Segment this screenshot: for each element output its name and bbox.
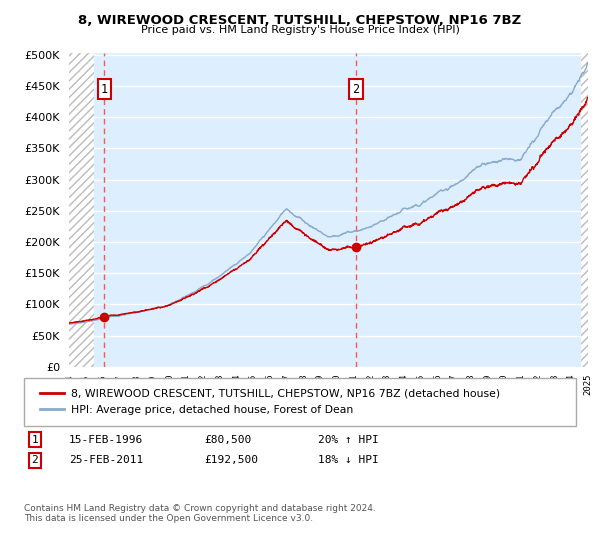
FancyBboxPatch shape — [24, 378, 576, 426]
Text: 1: 1 — [31, 435, 38, 445]
Text: £80,500: £80,500 — [204, 435, 251, 445]
Text: £192,500: £192,500 — [204, 455, 258, 465]
Text: 2: 2 — [31, 455, 38, 465]
Text: 8, WIREWOOD CRESCENT, TUTSHILL, CHEPSTOW, NP16 7BZ: 8, WIREWOOD CRESCENT, TUTSHILL, CHEPSTOW… — [79, 14, 521, 27]
Text: 20% ↑ HPI: 20% ↑ HPI — [318, 435, 379, 445]
Bar — [69, 52, 94, 367]
Text: 18% ↓ HPI: 18% ↓ HPI — [318, 455, 379, 465]
Text: 25-FEB-2011: 25-FEB-2011 — [69, 455, 143, 465]
Text: 15-FEB-1996: 15-FEB-1996 — [69, 435, 143, 445]
Bar — [581, 52, 588, 367]
Text: Contains HM Land Registry data © Crown copyright and database right 2024.
This d: Contains HM Land Registry data © Crown c… — [24, 504, 376, 524]
Text: 1: 1 — [101, 82, 108, 96]
Legend: 8, WIREWOOD CRESCENT, TUTSHILL, CHEPSTOW, NP16 7BZ (detached house), HPI: Averag: 8, WIREWOOD CRESCENT, TUTSHILL, CHEPSTOW… — [35, 384, 505, 420]
Text: Price paid vs. HM Land Registry's House Price Index (HPI): Price paid vs. HM Land Registry's House … — [140, 25, 460, 35]
Text: 2: 2 — [353, 82, 359, 96]
